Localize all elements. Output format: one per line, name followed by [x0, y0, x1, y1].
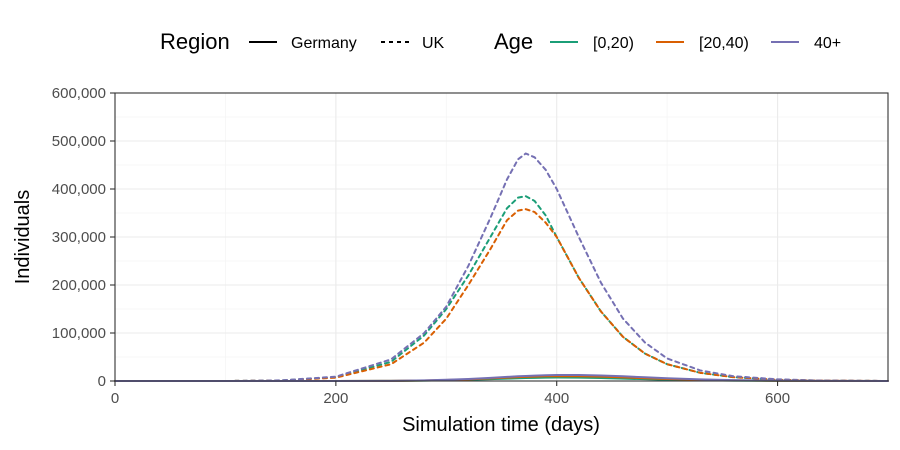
legend-title-region: Region — [160, 29, 230, 54]
y-axis-title: Individuals — [12, 190, 34, 285]
legend-label-germany: Germany — [291, 35, 357, 52]
legend-label-uk: UK — [422, 35, 445, 52]
series-line-uk-40plus — [114, 152, 889, 382]
x-tick-label: 400 — [544, 390, 569, 407]
x-tick-label: 200 — [323, 390, 348, 407]
x-tick-label: 600 — [765, 390, 790, 407]
series-line-uk-2040 — [114, 208, 889, 382]
x-axis-title: Simulation time (days) — [402, 414, 600, 436]
series-line-uk-020 — [114, 195, 889, 382]
legend-label-age-0-20: [0,20) — [593, 35, 634, 52]
legend-label-age-20-40: [20,40) — [699, 35, 749, 52]
legend-title-age: Age — [494, 29, 533, 54]
y-tick-label: 300,000 — [52, 229, 106, 246]
legend-label-age-40-plus: 40+ — [814, 35, 841, 52]
x-axis: 0 200 400 600 — [111, 381, 790, 407]
y-tick-label: 500,000 — [52, 133, 106, 150]
y-tick-label: 600,000 — [52, 85, 106, 102]
y-tick-label: 200,000 — [52, 277, 106, 294]
y-tick-label: 400,000 — [52, 181, 106, 198]
y-tick-label: 100,000 — [52, 325, 106, 342]
grid — [114, 92, 889, 382]
x-tick-label: 0 — [111, 390, 119, 407]
legend: Region Germany UK Age [0,20) [20,40) 40+ — [160, 29, 841, 54]
series-group — [114, 152, 889, 382]
y-tick-label: 0 — [98, 373, 106, 390]
y-axis: 0 100,000 200,000 300,000 400,000 500,000 600,… — [52, 85, 115, 390]
